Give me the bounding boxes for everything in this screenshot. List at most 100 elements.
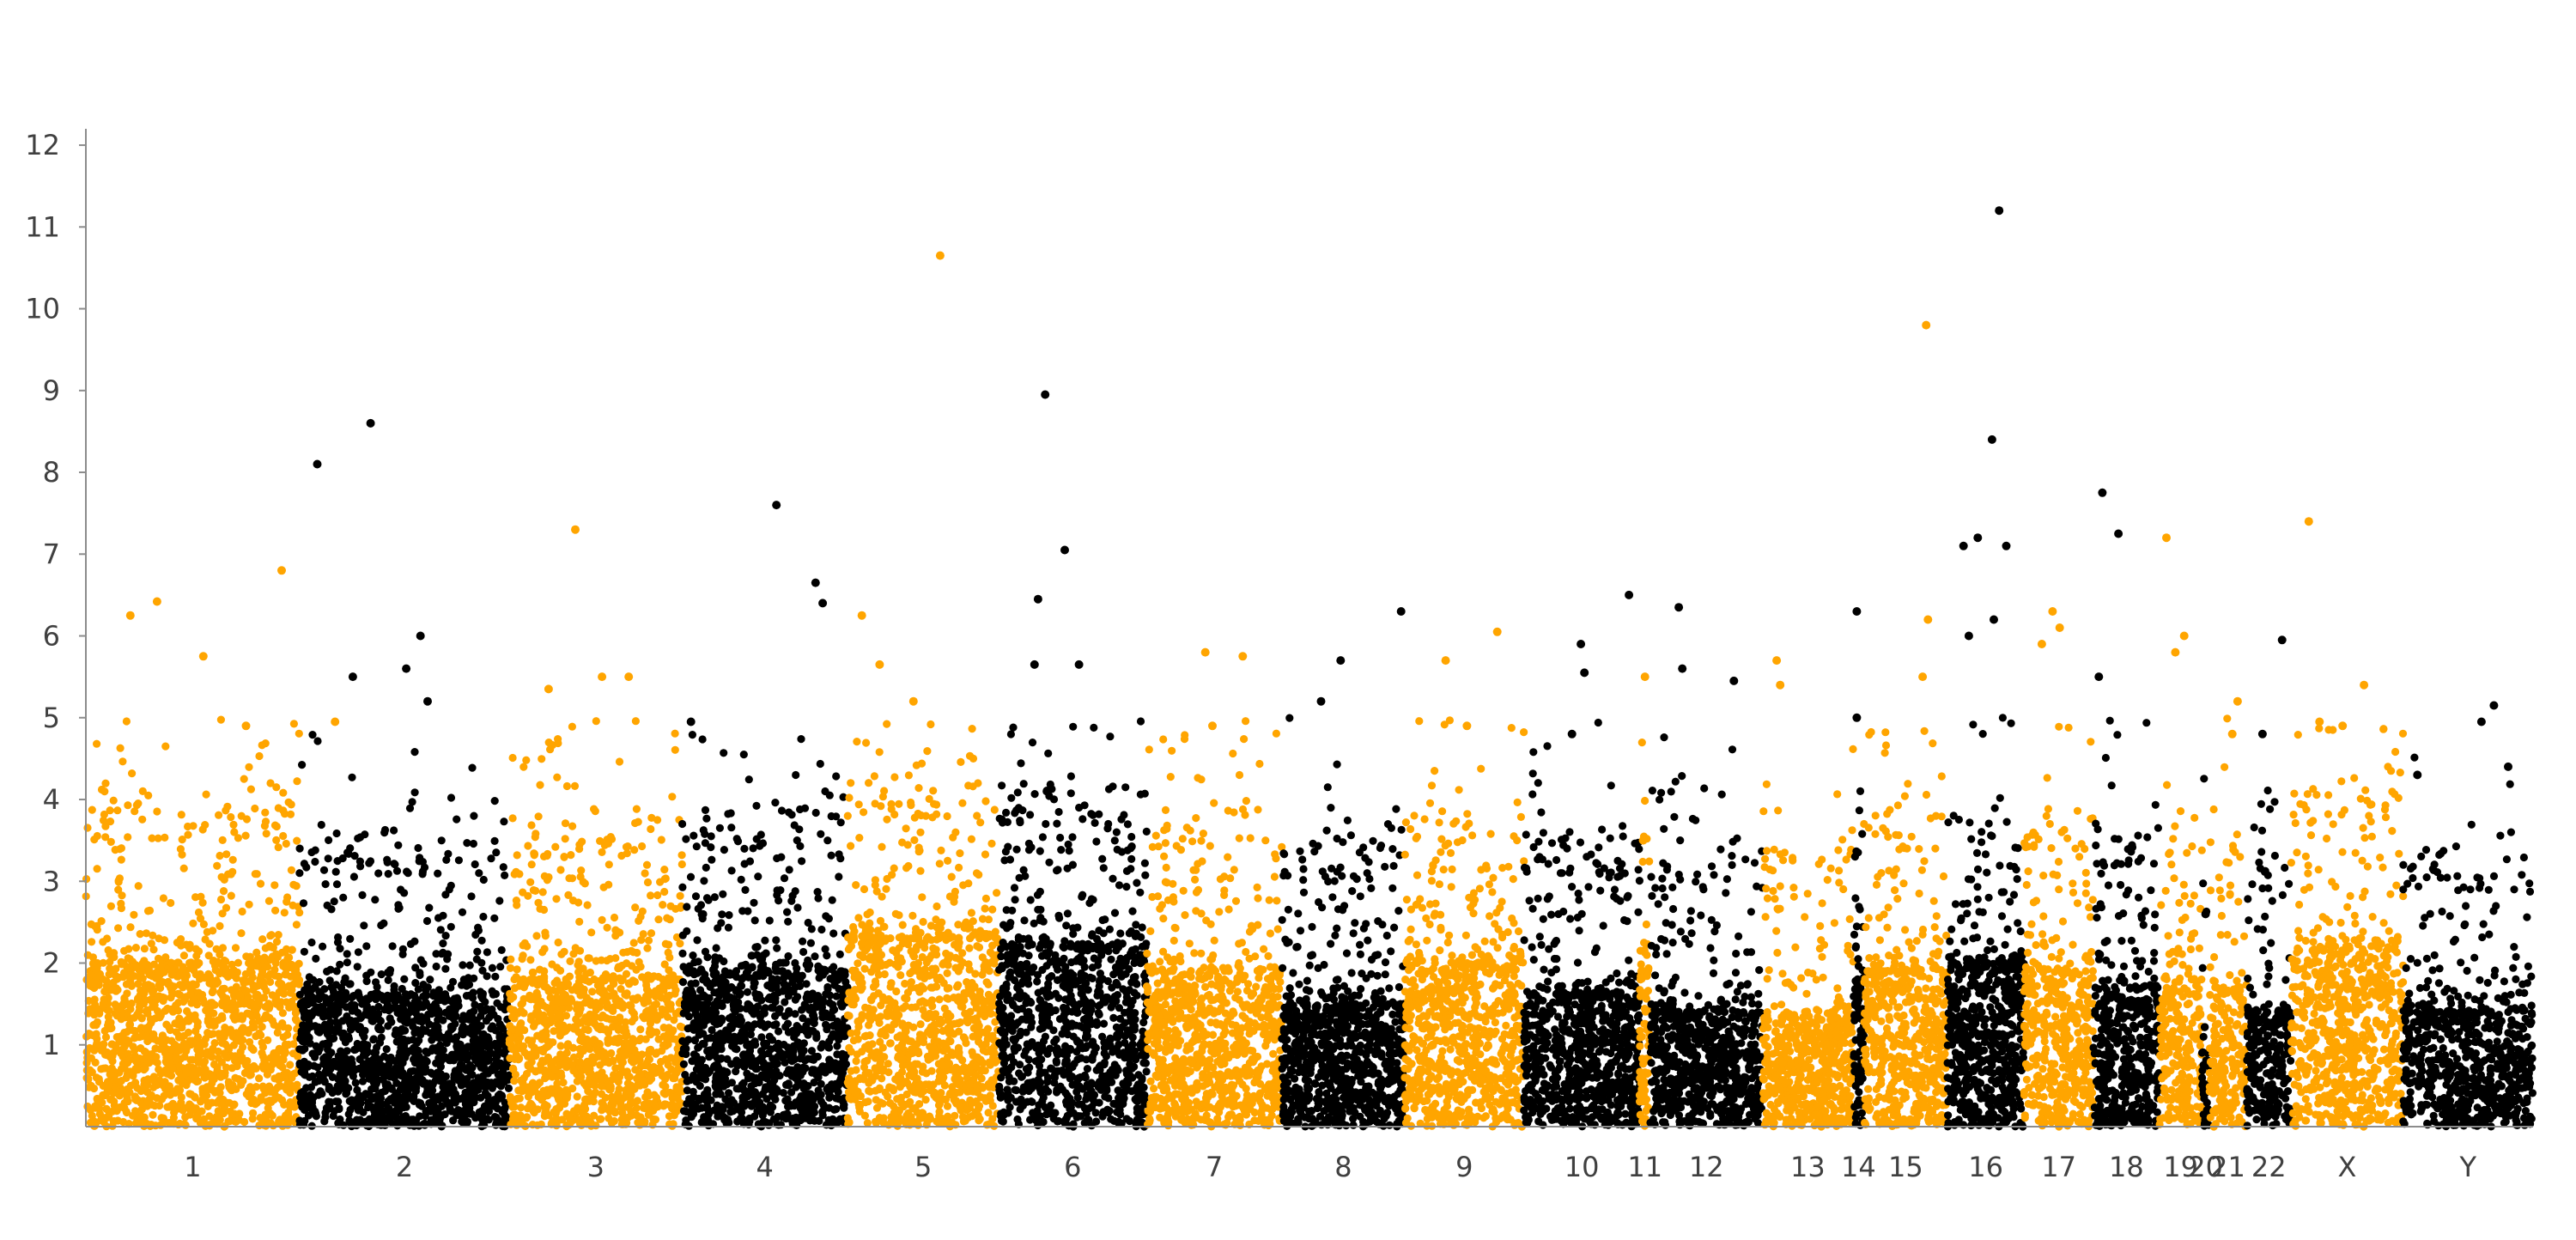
- data-point: [325, 836, 333, 845]
- data-point: [400, 975, 409, 983]
- data-point: [508, 1118, 518, 1127]
- data-point: [204, 970, 213, 978]
- data-point: [240, 1068, 249, 1078]
- data-point: [799, 1079, 808, 1088]
- data-point: [447, 793, 456, 802]
- data-point: [829, 929, 838, 938]
- data-point: [316, 1087, 325, 1096]
- data-point: [418, 1076, 427, 1085]
- data-point: [249, 1045, 258, 1055]
- data-point: [103, 1084, 112, 1093]
- data-point: [218, 836, 227, 845]
- data-point: [642, 1007, 651, 1017]
- data-point: [278, 1009, 287, 1018]
- data-point: [560, 947, 568, 956]
- data-point: [123, 1028, 131, 1036]
- data-point: [167, 1102, 176, 1110]
- data-point: [445, 885, 453, 894]
- data-point: [336, 1115, 344, 1124]
- chromosome-4-points: [678, 501, 852, 1131]
- data-point: [574, 1115, 583, 1124]
- data-point: [575, 1051, 585, 1060]
- data-point: [311, 857, 319, 866]
- data-point: [632, 1103, 641, 1112]
- data-point: [513, 965, 521, 974]
- data-point: [290, 1103, 299, 1111]
- data-point: [159, 894, 167, 903]
- data-point: [272, 836, 281, 845]
- data-point: [110, 1097, 118, 1106]
- data-point: [598, 848, 606, 857]
- data-point: [468, 1030, 477, 1038]
- data-point: [305, 973, 313, 982]
- data-point: [134, 882, 143, 890]
- data-point: [164, 977, 173, 986]
- data-point: [192, 958, 201, 967]
- data-point: [665, 915, 674, 924]
- data-point: [623, 842, 632, 851]
- data-point: [195, 1052, 204, 1061]
- data-point: [203, 927, 211, 936]
- data-point: [129, 1072, 137, 1080]
- data-point: [308, 731, 317, 739]
- data-point: [110, 1117, 118, 1126]
- data-point: [285, 1115, 294, 1123]
- data-point: [431, 1107, 440, 1115]
- data-point: [700, 1117, 708, 1126]
- data-point: [744, 907, 752, 915]
- data-point: [469, 994, 477, 1002]
- data-point: [160, 1091, 168, 1100]
- data-point: [426, 976, 434, 984]
- data-point: [554, 938, 562, 947]
- data-point: [823, 1022, 831, 1030]
- data-point: [724, 1029, 732, 1037]
- data-point: [360, 1039, 368, 1048]
- data-point: [382, 1045, 391, 1054]
- data-point: [227, 812, 235, 822]
- data-point: [636, 1062, 646, 1071]
- data-point: [465, 1061, 475, 1070]
- data-point: [799, 937, 807, 945]
- data-point: [633, 1097, 642, 1105]
- data-point: [821, 945, 829, 953]
- data-point: [437, 1102, 446, 1110]
- data-point: [330, 897, 338, 906]
- data-point: [568, 1084, 577, 1093]
- data-point: [692, 842, 701, 851]
- data-point: [384, 994, 392, 1003]
- data-point: [506, 1005, 515, 1013]
- data-point: [823, 836, 832, 845]
- data-point: [167, 965, 176, 974]
- data-point: [526, 878, 535, 886]
- data-point: [558, 1115, 567, 1124]
- data-point: [390, 982, 398, 990]
- data-point: [223, 802, 232, 811]
- data-point: [467, 1088, 477, 1097]
- data-point: [727, 824, 736, 832]
- data-point: [695, 1026, 703, 1035]
- data-point: [308, 1049, 317, 1058]
- data-point: [554, 739, 562, 748]
- data-point: [341, 1082, 349, 1091]
- data-point: [256, 879, 265, 888]
- data-point: [391, 996, 399, 1006]
- data-point: [719, 890, 727, 898]
- data-point: [686, 872, 696, 881]
- data-point: [469, 839, 478, 848]
- data-point: [251, 870, 259, 878]
- data-point: [490, 1102, 499, 1110]
- data-point: [210, 957, 218, 965]
- data-point: [583, 901, 592, 909]
- data-point: [120, 994, 129, 1002]
- data-point: [550, 1115, 559, 1124]
- data-point: [231, 1073, 240, 1082]
- data-point: [630, 1057, 640, 1066]
- data-point: [669, 1026, 677, 1035]
- data-point: [271, 1092, 280, 1101]
- data-point: [414, 985, 422, 994]
- data-point: [671, 986, 680, 994]
- data-point: [606, 984, 615, 993]
- data-point: [447, 983, 455, 992]
- data-point: [629, 939, 638, 947]
- data-point: [531, 1048, 539, 1056]
